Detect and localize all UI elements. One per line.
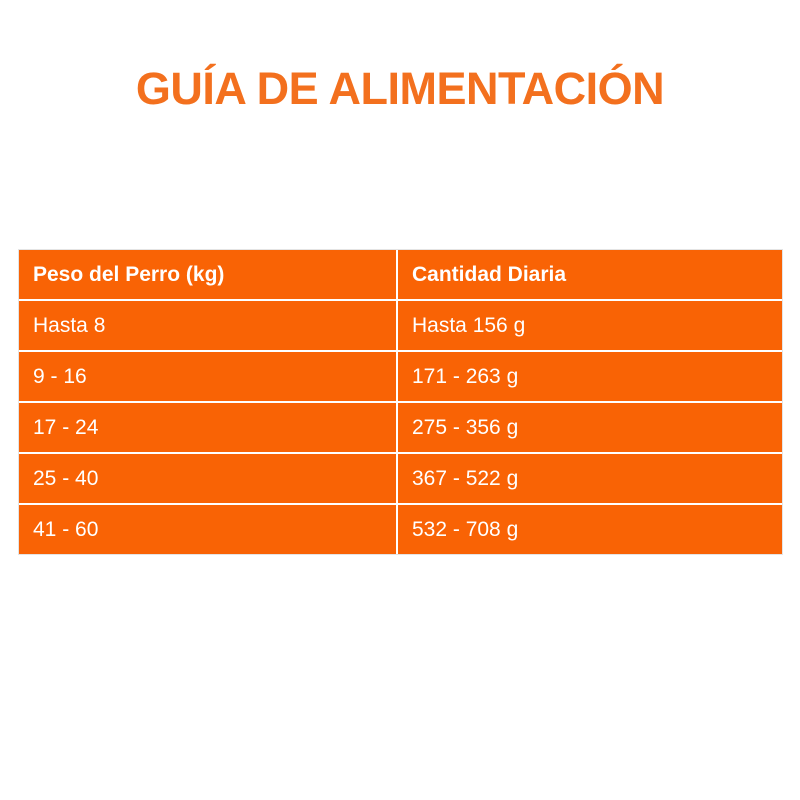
table-row: 9 - 16 171 - 263 g [19, 352, 782, 403]
table-row: 25 - 40 367 - 522 g [19, 454, 782, 505]
table-header-row: Peso del Perro (kg) Cantidad Diaria [19, 250, 782, 301]
feeding-table: Peso del Perro (kg) Cantidad Diaria Hast… [18, 249, 783, 555]
amount-cell: 171 - 263 g [398, 352, 782, 401]
amount-cell: 275 - 356 g [398, 403, 782, 452]
weight-cell: 25 - 40 [19, 454, 398, 503]
table-row: Hasta 8 Hasta 156 g [19, 301, 782, 352]
weight-cell: 17 - 24 [19, 403, 398, 452]
table-row: 41 - 60 532 - 708 g [19, 505, 782, 554]
table-row: 17 - 24 275 - 356 g [19, 403, 782, 454]
weight-cell: 41 - 60 [19, 505, 398, 554]
page-title: GUÍA DE ALIMENTACIÓN [135, 63, 665, 114]
amount-cell: Hasta 156 g [398, 301, 782, 350]
weight-cell: 9 - 16 [19, 352, 398, 401]
column-header-weight: Peso del Perro (kg) [19, 250, 398, 299]
column-header-amount: Cantidad Diaria [398, 250, 782, 299]
weight-cell: Hasta 8 [19, 301, 398, 350]
amount-cell: 532 - 708 g [398, 505, 782, 554]
amount-cell: 367 - 522 g [398, 454, 782, 503]
